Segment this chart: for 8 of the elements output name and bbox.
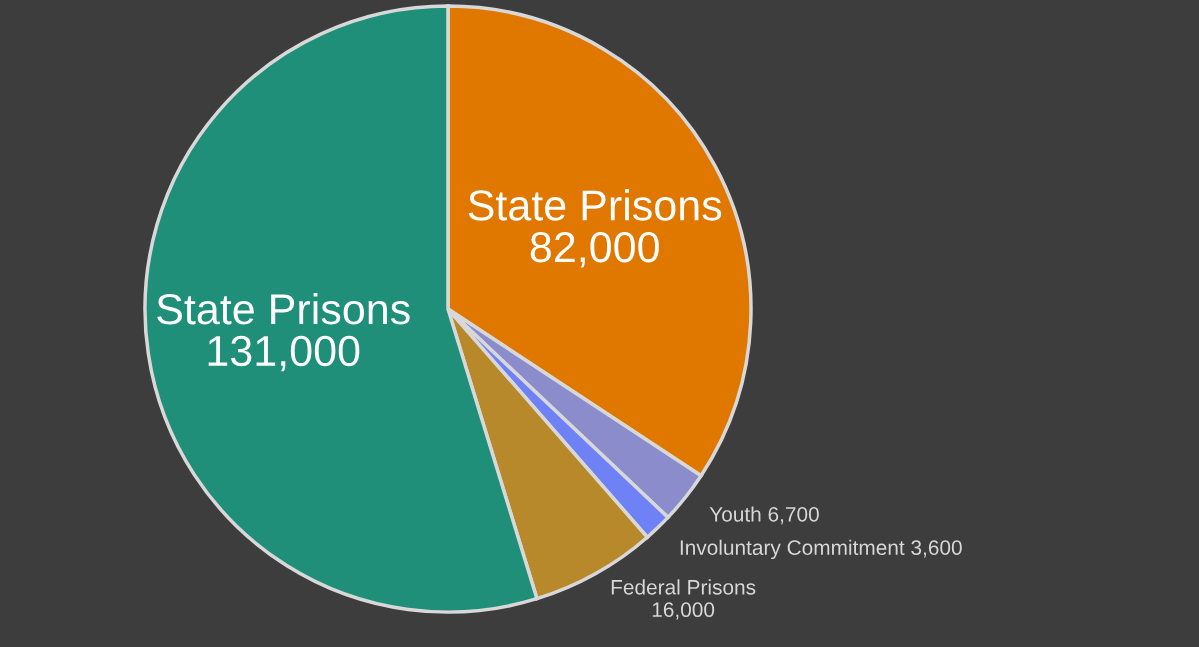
data-label: 16,000 — [652, 602, 715, 620]
slice-label: Involuntary Commitment 3,600 — [680, 539, 962, 560]
data-label: 131,000 — [208, 335, 360, 372]
slice-label: State Prisons — [468, 189, 722, 221]
data-label: 82,000 — [530, 231, 659, 268]
slice-label: Youth 6,700 — [709, 506, 819, 525]
slice-label: State Prisons — [157, 292, 410, 325]
slice-label: Federal Prisons — [611, 579, 756, 595]
